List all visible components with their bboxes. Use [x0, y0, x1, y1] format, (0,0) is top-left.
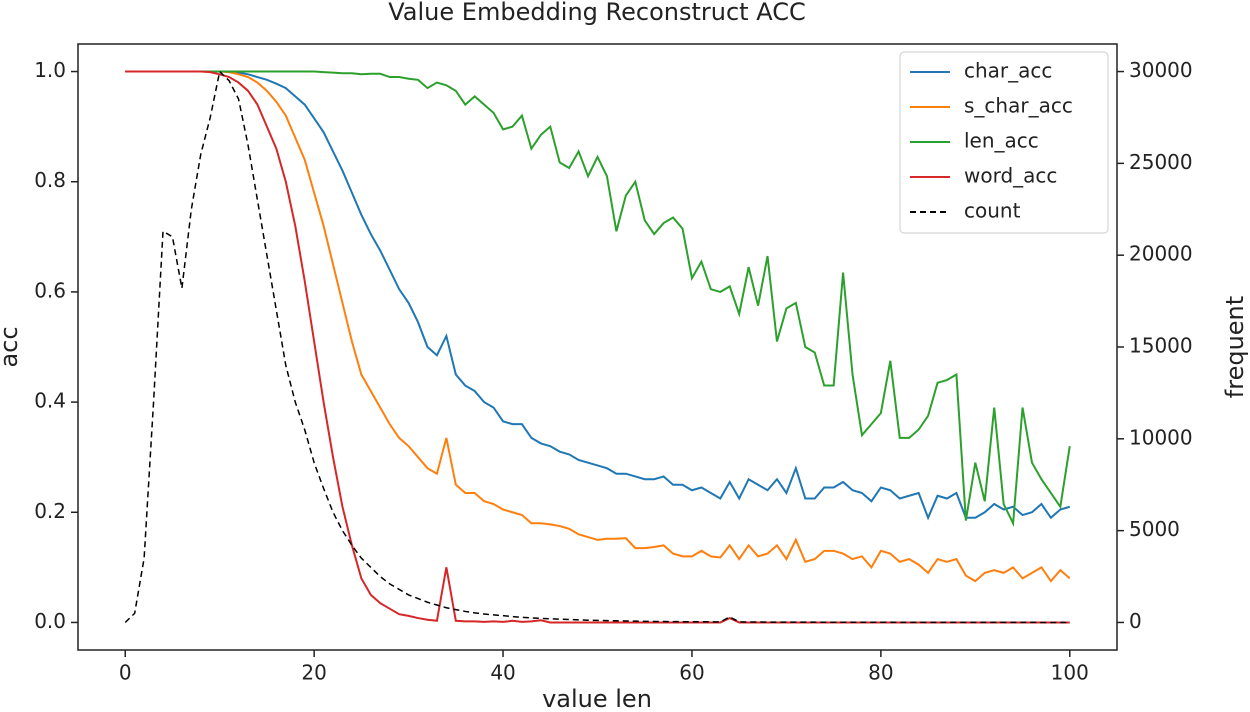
series-line	[125, 70, 1071, 583]
legend-label: char_acc	[964, 59, 1052, 83]
x-tick-label: 60	[679, 661, 704, 685]
y2-tick-label: 10000	[1129, 425, 1193, 449]
x-tick-label: 20	[301, 661, 326, 685]
legend-label: len_acc	[964, 129, 1039, 153]
x-tick-label: 0	[119, 661, 132, 685]
y2-tick-label: 0	[1129, 609, 1142, 633]
y-axis-label: acc	[0, 326, 23, 367]
y2-tick-label: 20000	[1129, 242, 1193, 266]
y-tick-label: 1.0	[34, 58, 66, 82]
y-tick-label: 0.2	[34, 499, 66, 523]
y-tick-label: 0.8	[34, 168, 66, 192]
legend-label: count	[964, 199, 1021, 223]
x-axis-label: value len	[542, 685, 652, 712]
y-tick-label: 0.0	[34, 609, 66, 633]
y2-tick-label: 15000	[1129, 334, 1193, 358]
y2-tick-label: 25000	[1129, 150, 1193, 174]
legend-box	[899, 51, 1109, 234]
legend-label: word_acc	[964, 164, 1057, 188]
y2-tick-label: 30000	[1129, 58, 1193, 82]
plot-frame	[77, 43, 1118, 651]
series-line	[125, 70, 1071, 521]
y2-axis-label: frequent	[1221, 296, 1249, 398]
x-tick-label: 80	[868, 661, 893, 685]
series-line	[124, 70, 1070, 624]
x-tick-label: 100	[1051, 661, 1089, 685]
y-tick-label: 0.6	[34, 278, 66, 302]
series-line	[125, 70, 1071, 527]
x-tick-label: 40	[490, 661, 515, 685]
y-tick-label: 0.4	[34, 389, 66, 413]
legend-label: s_char_acc	[964, 94, 1073, 118]
y2-tick-label: 5000	[1129, 517, 1180, 541]
chart-title: Value Embedding Reconstruct ACC	[388, 0, 805, 26]
